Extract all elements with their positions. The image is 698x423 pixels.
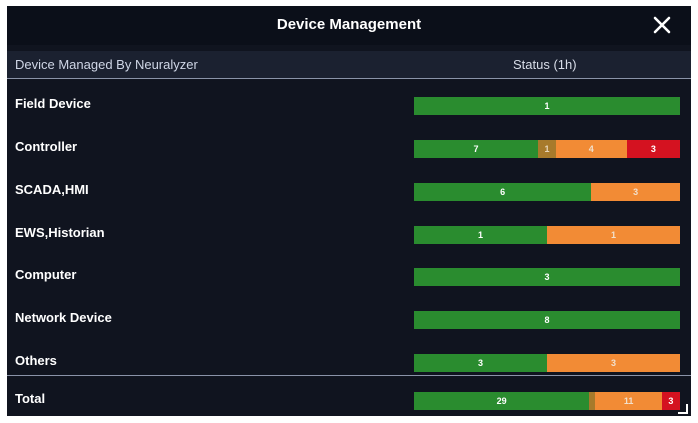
status-segment-ok[interactable]: 6 — [414, 183, 592, 201]
close-icon[interactable] — [651, 14, 673, 36]
total-label: Total — [15, 391, 46, 406]
device-type-label: Computer — [15, 267, 77, 282]
status-segment-warning[interactable]: 3 — [547, 354, 680, 372]
status-bar[interactable]: 8 — [414, 311, 680, 329]
device-row[interactable]: Field Device 1 — [7, 88, 691, 120]
status-segment-minor[interactable] — [589, 392, 596, 410]
device-row[interactable]: Network Device 8 — [7, 302, 691, 334]
device-row[interactable]: Others 3 3 — [7, 345, 691, 377]
dialog-title: Device Management — [276, 16, 422, 33]
status-segment-ok[interactable]: 7 — [414, 140, 539, 158]
status-segment-critical[interactable]: 3 — [626, 140, 680, 158]
status-segment-critical[interactable]: 3 — [661, 392, 680, 410]
device-row[interactable]: SCADA,HMI 6 3 — [7, 174, 691, 206]
device-type-label: Controller — [15, 139, 78, 154]
status-segment-warning[interactable]: 3 — [591, 183, 680, 201]
device-management-panel: Device Management Device Managed By Neur… — [7, 6, 691, 416]
status-segment-warning[interactable]: 1 — [547, 226, 680, 244]
status-column-header: Status (1h) — [513, 57, 577, 72]
device-row[interactable]: Computer 3 — [7, 259, 691, 291]
device-column-header: Device Managed By Neuralyzer — [15, 57, 198, 72]
total-row[interactable]: Total 29 11 3 — [7, 383, 691, 415]
status-segment-ok[interactable]: 1 — [414, 226, 547, 244]
table-header: Device Managed By Neuralyzer Status (1h) — [7, 51, 691, 78]
status-bar[interactable]: 3 — [414, 268, 680, 286]
status-segment-ok[interactable]: 29 — [414, 392, 590, 410]
status-segment-ok[interactable]: 1 — [414, 97, 680, 115]
status-segment-warning[interactable]: 4 — [555, 140, 627, 158]
device-type-label: SCADA,HMI — [15, 182, 89, 197]
device-type-label: EWS,Historian — [15, 225, 105, 240]
status-segment-ok[interactable]: 8 — [414, 311, 680, 329]
device-row[interactable]: Controller 7 1 4 3 — [7, 131, 691, 163]
device-type-label: Others — [15, 353, 57, 368]
status-segment-ok[interactable]: 3 — [414, 268, 680, 286]
device-type-label: Field Device — [15, 96, 91, 111]
total-divider — [7, 375, 691, 376]
status-segment-warning[interactable]: 11 — [595, 392, 662, 410]
resize-handle-icon[interactable] — [678, 404, 688, 414]
device-row[interactable]: EWS,Historian 1 1 — [7, 217, 691, 249]
title-bar: Device Management — [7, 6, 691, 45]
header-divider — [7, 78, 691, 79]
status-bar[interactable]: 1 — [414, 97, 680, 115]
status-segment-minor[interactable]: 1 — [538, 140, 556, 158]
status-segment-ok[interactable]: 3 — [414, 354, 547, 372]
total-status-bar[interactable]: 29 11 3 — [414, 392, 680, 410]
device-type-label: Network Device — [15, 310, 112, 325]
